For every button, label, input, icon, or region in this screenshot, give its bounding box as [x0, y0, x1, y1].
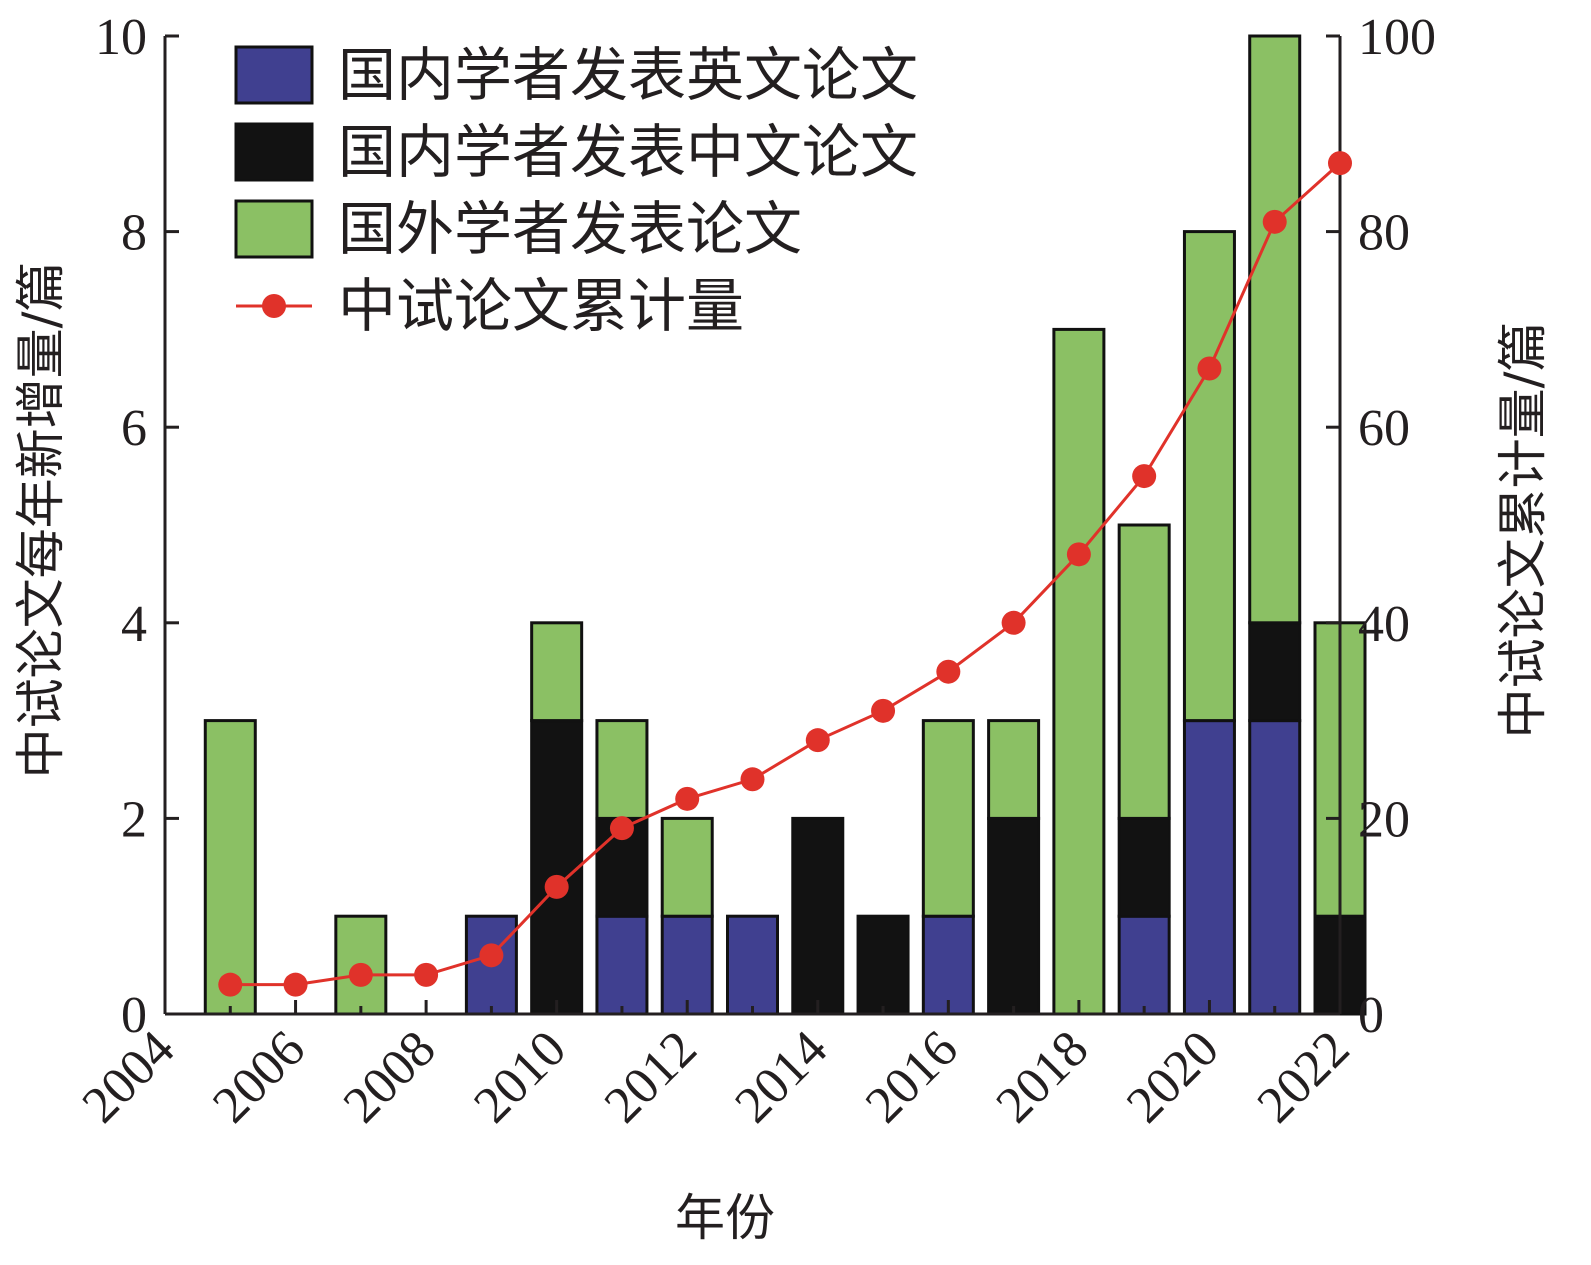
y-right-tick-label: 0	[1358, 987, 1384, 1044]
legend-swatch-1	[234, 122, 314, 182]
legend-marker	[262, 294, 286, 318]
y-axis-right-title: 中试论文累计量/篇	[1494, 322, 1552, 739]
bar-2016-series-0	[921, 914, 975, 1016]
x-tick-label: 2004	[72, 1020, 186, 1134]
bar-2019-series-0	[1117, 914, 1171, 1016]
cumulative-point-2006	[283, 972, 308, 997]
bar-2011-series-2	[595, 719, 649, 820]
y-right-tick-label: 40	[1358, 596, 1410, 653]
bar-2016-series-2	[921, 719, 975, 918]
bar-2019-series-2	[1117, 523, 1171, 820]
x-tick-label: 2022	[1247, 1020, 1361, 1134]
bar-2017-series-1	[987, 816, 1041, 1016]
y-axis-left-title: 中试论文每年新增量/篇	[12, 262, 70, 779]
legend-label-1: 国内学者发表中文论文	[338, 118, 918, 186]
bar-2010-series-2	[530, 621, 584, 723]
cumulative-point-2022	[1328, 151, 1352, 176]
bar-2010-series-1	[530, 719, 584, 1016]
cumulative-point-2005	[218, 972, 243, 997]
bar-2018-series-2	[1052, 327, 1106, 1016]
cumulative-point-2014	[805, 728, 830, 753]
bar-2021-series-1	[1248, 621, 1302, 723]
bar-2011-series-0	[595, 914, 649, 1016]
y-left-tick-label: 2	[121, 791, 147, 848]
bars-layer	[203, 34, 1367, 1016]
y-left-tick-label: 10	[95, 9, 147, 66]
y-left-tick-label: 4	[121, 596, 147, 653]
x-tick-label: 2018	[986, 1020, 1100, 1134]
y-left-tick-label: 6	[121, 400, 147, 457]
legend-swatch-0	[234, 45, 314, 105]
x-axis-title: 年份	[675, 1189, 775, 1247]
cumulative-point-2012	[675, 786, 700, 811]
cumulative-point-2009	[479, 943, 504, 968]
cumulative-point-2015	[871, 698, 896, 723]
cumulative-point-2008	[414, 962, 439, 987]
cumulative-point-2011	[609, 816, 634, 841]
bar-2020-series-0	[1182, 719, 1236, 1016]
x-tick-label: 2016	[855, 1020, 969, 1134]
bar-2019-series-1	[1117, 816, 1171, 918]
x-tick-label: 2014	[724, 1020, 838, 1134]
bar-2005-series-2	[203, 719, 257, 1016]
bar-2013-series-0	[726, 914, 779, 1016]
cumulative-point-2019	[1132, 464, 1157, 489]
cumulative-point-2016	[936, 659, 961, 684]
cumulative-point-2010	[544, 874, 569, 899]
y-right-tick-label: 60	[1358, 400, 1410, 457]
x-tick-label: 2020	[1116, 1020, 1230, 1134]
legend-label-0: 国内学者发表英文论文	[338, 41, 918, 109]
bar-2012-series-2	[660, 816, 714, 918]
x-tick-label: 2006	[202, 1020, 316, 1134]
cumulative-point-2021	[1262, 209, 1287, 234]
y-right-tick-label: 20	[1358, 791, 1410, 848]
legend-label-2: 国外学者发表论文	[338, 195, 802, 263]
cumulative-point-2007	[348, 962, 373, 987]
y-left-tick-label: 8	[121, 205, 147, 262]
bar-2015-series-1	[856, 914, 910, 1016]
y-right-tick-label: 100	[1358, 9, 1436, 66]
cumulative-point-2013	[740, 767, 765, 792]
cumulative-point-2017	[1001, 610, 1026, 635]
cumulative-line-layer	[218, 151, 1352, 997]
x-tick-label: 2012	[594, 1020, 708, 1134]
y-left-tick-label: 0	[121, 987, 147, 1044]
bar-2014-series-1	[791, 816, 845, 1016]
y-right-tick-label: 80	[1358, 205, 1410, 262]
x-tick-label: 2008	[333, 1020, 447, 1134]
bar-2020-series-2	[1182, 230, 1236, 723]
cumulative-point-2020	[1197, 356, 1222, 381]
legend-swatch-2	[234, 199, 314, 259]
cumulative-point-2018	[1066, 542, 1091, 567]
bar-2012-series-0	[660, 914, 714, 1016]
x-tick-label: 2010	[463, 1020, 577, 1134]
bar-2021-series-2	[1248, 34, 1302, 625]
legend-label-3: 中试论文累计量	[338, 272, 744, 340]
bar-2021-series-0	[1248, 719, 1302, 1016]
bar-2017-series-2	[987, 719, 1041, 820]
